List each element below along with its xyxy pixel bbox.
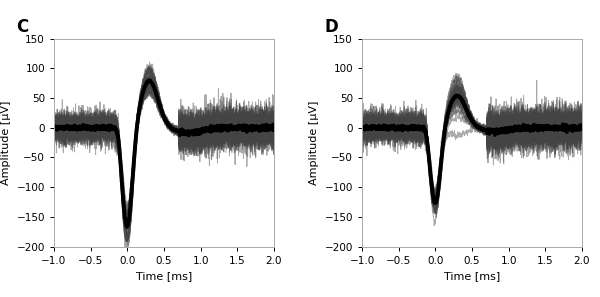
Y-axis label: Amplitude [µV]: Amplitude [µV] [1,100,11,185]
Y-axis label: Amplitude [µV]: Amplitude [µV] [309,100,319,185]
Text: D: D [325,18,338,36]
Text: C: C [17,18,29,36]
X-axis label: Time [ms]: Time [ms] [136,271,192,281]
X-axis label: Time [ms]: Time [ms] [444,271,500,281]
